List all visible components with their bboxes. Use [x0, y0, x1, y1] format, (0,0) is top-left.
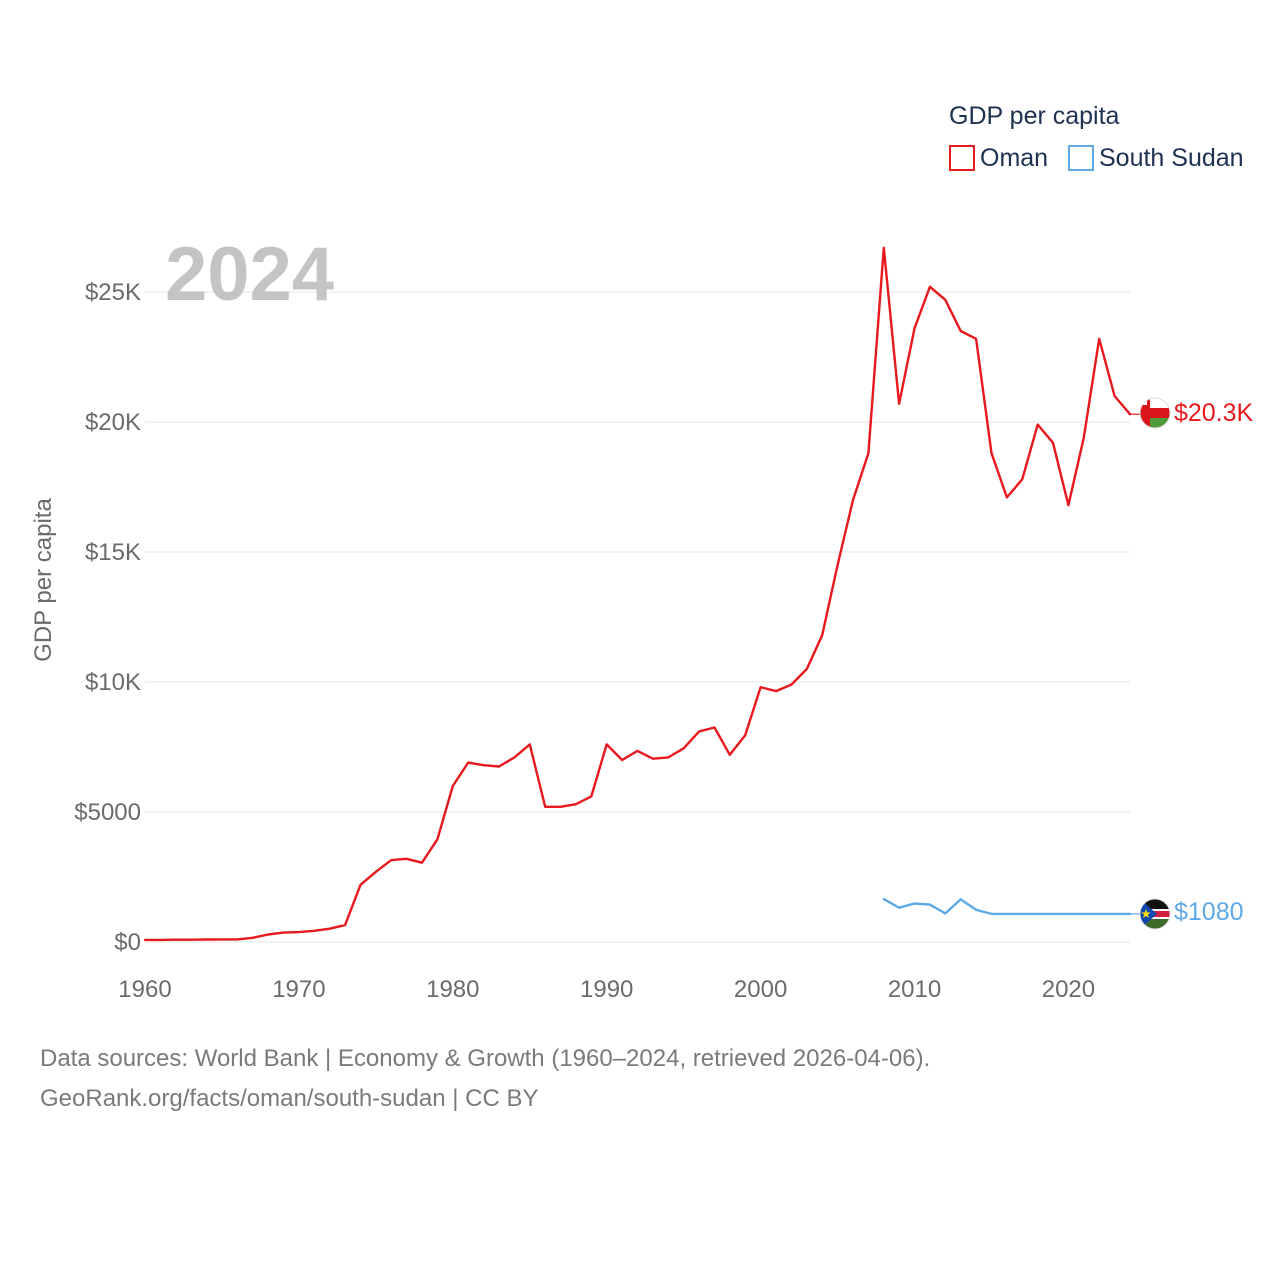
- footer-sources: Data sources: World Bank | Economy & Gro…: [40, 1045, 931, 1072]
- y-tick-label: $0: [114, 929, 141, 956]
- y-axis-ticks: $0 $5000 $10K $15K $20K $25K: [74, 279, 141, 956]
- x-tick-label: 1980: [426, 976, 479, 1003]
- y-tick-label: $15K: [85, 539, 141, 566]
- y-tick-label: $5000: [74, 799, 141, 826]
- south-sudan-flag-border: [1139, 898, 1171, 930]
- x-tick-label: 1990: [580, 976, 633, 1003]
- gridlines: [145, 291, 1130, 943]
- y-axis-label: GDP per capita: [30, 498, 57, 662]
- series-line-oman[interactable]: [143, 246, 1132, 942]
- x-axis-ticks: 1960 1970 1980 1990 2000 2010 2020: [118, 976, 1095, 1003]
- footer-attribution: GeoRank.org/facts/oman/south-sudan | CC …: [40, 1085, 539, 1112]
- x-tick-label: 2010: [888, 976, 941, 1003]
- x-tick-label: 2020: [1042, 976, 1095, 1003]
- series-line-south-sudan[interactable]: [882, 897, 1132, 916]
- legend-label-south-sudan[interactable]: South Sudan: [1099, 144, 1244, 172]
- oman-flag-border: [1139, 397, 1171, 429]
- legend-label-oman[interactable]: Oman: [980, 144, 1048, 172]
- current-year-label: 2024: [165, 232, 334, 317]
- series-lines: [143, 246, 1140, 942]
- end-label-oman: $20.3K: [1174, 399, 1254, 427]
- end-label-south-sudan: $1080: [1174, 898, 1244, 926]
- south-sudan-flag-icon: [1140, 899, 1170, 929]
- oman-flag-icon: [1140, 398, 1170, 428]
- y-tick-label: $25K: [85, 279, 141, 306]
- y-tick-label: $20K: [85, 409, 141, 436]
- legend: GDP per capita Oman South Sudan: [949, 102, 1244, 172]
- x-tick-label: 1960: [118, 976, 171, 1003]
- legend-swatch-south-sudan[interactable]: [1068, 145, 1094, 171]
- y-tick-label: $10K: [85, 669, 141, 696]
- legend-swatch-oman[interactable]: [949, 145, 975, 171]
- x-tick-label: 2000: [734, 976, 787, 1003]
- x-tick-label: 1970: [272, 976, 325, 1003]
- legend-title: GDP per capita: [949, 102, 1120, 130]
